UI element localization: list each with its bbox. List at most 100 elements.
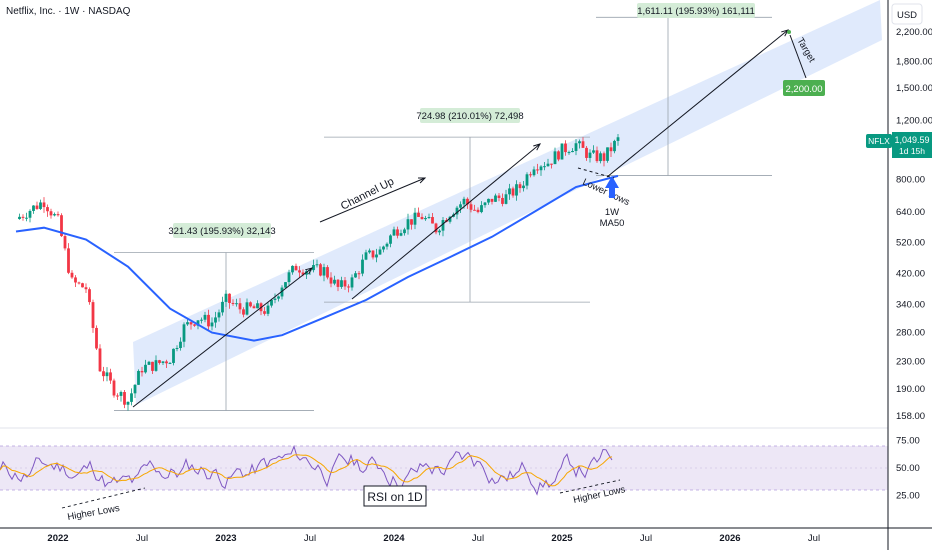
candle-body (105, 372, 109, 377)
candle-body (126, 401, 130, 405)
candle-body (539, 166, 543, 171)
candle-body (116, 395, 119, 397)
target-badge-text: 2,200.00 (786, 84, 823, 95)
time-tick-label: 2022 (47, 533, 68, 544)
candle-body (501, 197, 504, 204)
price-tick-label: 158.00 (896, 411, 925, 422)
ma50-line2: MA50 (600, 218, 625, 229)
price-tick-label: 1,500.00 (896, 83, 932, 94)
price-tick-label: 420.00 (896, 268, 925, 279)
candle-body (525, 174, 529, 186)
candle-body (207, 314, 210, 327)
candle-body (567, 152, 571, 154)
candle-body (336, 279, 340, 287)
candle-body (396, 229, 399, 236)
candle-body (588, 152, 592, 158)
measure-label-2: 724.98 (210.01%) 72,498 (416, 108, 524, 123)
candle-body (98, 348, 102, 372)
measure-label-1-text: 321.43 (195.93%) 32,143 (168, 226, 275, 237)
candle-body (326, 267, 329, 278)
candle-body (609, 147, 613, 152)
candle-body (536, 169, 539, 171)
candle-body (133, 384, 137, 394)
rsi-label-text: RSI on 1D (367, 490, 423, 504)
candle-body (340, 280, 343, 287)
price-tick-label: 280.00 (896, 328, 925, 339)
candle-body (585, 147, 588, 158)
candle-body (88, 289, 91, 303)
candle-body (378, 249, 382, 255)
candle-body (95, 327, 98, 349)
candle-body (410, 219, 413, 225)
measure-lines (114, 16, 772, 411)
candle-body (193, 324, 196, 326)
candle-body (371, 250, 375, 258)
candle-body (578, 141, 581, 144)
candle-body (39, 202, 42, 209)
ma50-line1: 1W (605, 207, 619, 218)
candle-body (67, 248, 70, 273)
candle-body (333, 279, 336, 284)
candle-body (441, 220, 445, 231)
candle-body (305, 271, 308, 275)
candle-body (228, 293, 231, 303)
time-tick-label: 2026 (719, 533, 740, 544)
candle-body (406, 219, 410, 230)
target-badge: 2,200.00 (783, 80, 825, 96)
measure-label-3: 1,611.11 (195.93%) 161,111 (637, 3, 755, 18)
candle-body (175, 348, 179, 350)
candle-body (494, 195, 497, 202)
ma50-line (15, 174, 619, 342)
candle-body (560, 143, 564, 160)
price-tick-label: 1,200.00 (896, 115, 932, 126)
candle-body (347, 286, 350, 288)
candle-body (144, 364, 147, 373)
rsi-tick-label: 50.00 (896, 463, 920, 474)
target-point (787, 30, 791, 34)
candle-body (417, 212, 420, 217)
candle-body (252, 306, 256, 309)
candle-body (280, 287, 284, 297)
time-tick-label: 2024 (383, 533, 405, 544)
currency-button[interactable] (891, 3, 923, 25)
candle-body (291, 265, 294, 273)
candle-body (158, 360, 161, 363)
price-badge-countdown: 1d 15h (899, 146, 925, 156)
candle-body (357, 273, 361, 275)
candle-body (532, 169, 536, 176)
candle-body (298, 270, 301, 273)
arrow-leg-2 (351, 143, 541, 300)
candle-body (434, 223, 438, 233)
candle-body (221, 301, 224, 313)
candle-body (214, 317, 217, 323)
candle-body (130, 393, 133, 402)
candle-body (189, 322, 193, 325)
candle-body (455, 207, 459, 215)
candle-body (74, 277, 77, 283)
candle-body (343, 280, 347, 287)
price-tick-label: 640.00 (896, 207, 925, 218)
candle-body (329, 277, 333, 284)
candle-body (277, 296, 280, 299)
rsi-band (0, 446, 888, 490)
symbol-badge-text: NFLX (868, 136, 890, 146)
candle-body (315, 264, 319, 266)
candle-body (389, 235, 392, 244)
rsi-line (0, 444, 613, 496)
candle-body (18, 216, 21, 220)
candle-body (70, 272, 74, 278)
time-tick-label: Jul (808, 533, 820, 544)
candle-body (165, 361, 168, 364)
candle-body (613, 140, 616, 152)
candle-body (497, 195, 501, 198)
candle-body (312, 265, 315, 271)
candle-body (487, 198, 490, 203)
candle-body (459, 204, 462, 208)
candle-body (294, 265, 298, 271)
chart-title[interactable]: Netflix, Inc. · 1W · NASDAQ (6, 6, 131, 17)
candle-body (60, 215, 63, 237)
candle-body (270, 299, 273, 306)
candle-body (53, 214, 56, 216)
higher-lows-line-1 (61, 487, 146, 509)
